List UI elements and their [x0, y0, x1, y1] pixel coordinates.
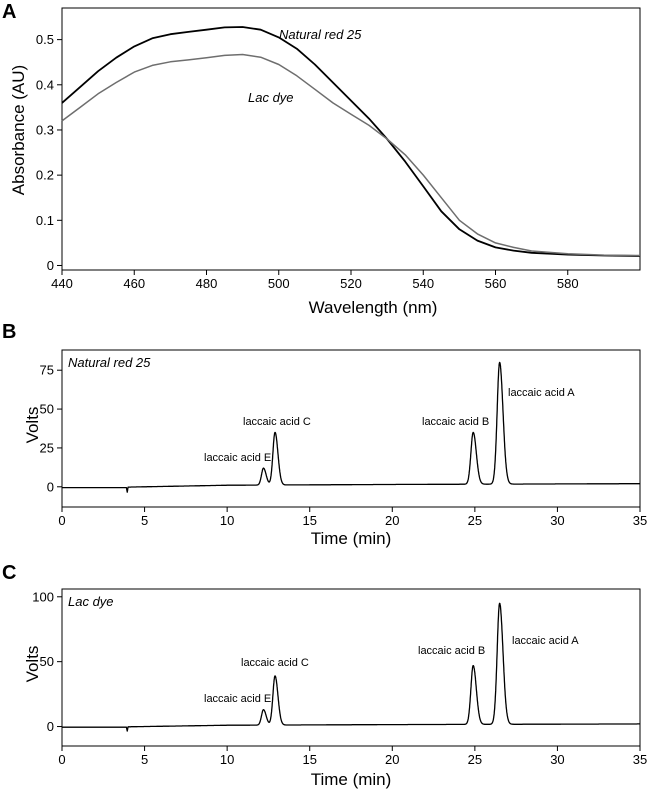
- y-tick-label: 0: [47, 479, 54, 494]
- x-axis-label-c: Time (min): [311, 770, 392, 789]
- x-tick-label: 25: [468, 513, 482, 528]
- chart-title-c: Lac dye: [68, 594, 114, 609]
- y-axis-label-c: Volts: [23, 646, 42, 683]
- peak-label-c-laccaic-acid-c: laccaic acid C: [241, 657, 309, 669]
- x-tick-label: 20: [385, 752, 399, 767]
- panel-b: B Natural red 25 0 5 10 15 20 25 30 35 0255075 …: [2, 321, 647, 548]
- x-ticks-b: 0 5 10 15 20 25 30 35: [58, 507, 647, 528]
- x-axis-label-b: Time (min): [311, 529, 392, 548]
- series-line-lac-dye: [61, 53, 641, 257]
- y-tick-label: 75: [40, 363, 54, 378]
- x-tick-label: 30: [550, 513, 564, 528]
- x-tick-label: 0: [58, 513, 65, 528]
- y-ticks-c: 0 50 100: [32, 589, 62, 734]
- y-tick-label: 0.5: [36, 32, 54, 47]
- peak-label-c-laccaic-acid-b: laccaic acid B: [418, 645, 485, 657]
- x-tick-label: 35: [633, 752, 647, 767]
- y-tick-label: 50: [40, 402, 54, 417]
- x-tick-label: 25: [468, 752, 482, 767]
- x-ticks-a: 440 460 480 500 520 540 560 580: [51, 270, 579, 291]
- x-tick-label: 520: [340, 276, 362, 291]
- y-tick-label: 0.2: [36, 168, 54, 183]
- x-tick-label: 15: [302, 513, 316, 528]
- x-tick-label: 580: [557, 276, 579, 291]
- plot-frame-c: [61, 588, 641, 747]
- y-axis-label-b: Volts: [23, 407, 42, 444]
- x-ticks-c: 0 5 10 15 20 25 30 35: [58, 746, 647, 767]
- x-tick-label: 480: [196, 276, 218, 291]
- annotation-lac-dye: Lac dye: [248, 90, 294, 105]
- x-axis-label-a: Wavelength (nm): [309, 298, 438, 317]
- chart-title-b: Natural red 25: [68, 355, 151, 370]
- x-tick-label: 540: [412, 276, 434, 291]
- x-tick-label: 460: [123, 276, 145, 291]
- panel-c: C Lac dye 0 5 10 15 20 25 30 35 0 50 100 laccaic …: [2, 562, 647, 789]
- peak-label-b-laccaic-acid-b: laccaic acid B: [422, 416, 489, 428]
- plot-frame-b: [61, 349, 641, 508]
- x-tick-label: 0: [58, 752, 65, 767]
- x-tick-label: 440: [51, 276, 73, 291]
- y-tick-label: 0.4: [36, 77, 54, 92]
- y-tick-label: 0.1: [36, 213, 54, 228]
- x-tick-label: 5: [141, 513, 148, 528]
- peak-label-c-laccaic-acid-e: laccaic acid E: [204, 693, 271, 705]
- peak-label-b-laccaic-acid-c: laccaic acid C: [243, 416, 311, 428]
- series-line-natural-red-25: [61, 26, 641, 257]
- chromatogram-b: [61, 361, 641, 493]
- panel-letter-c: C: [2, 562, 16, 584]
- y-ticks-b: 0 25 50 75: [40, 363, 62, 494]
- chromatogram-c: [61, 602, 641, 732]
- peak-label-b-laccaic-acid-a: laccaic acid A: [508, 387, 575, 399]
- series-lines-a: [61, 26, 641, 257]
- y-ticks-a: 0 0.1 0.2 0.3 0.4 0.5: [36, 32, 62, 273]
- y-tick-label: 0: [47, 719, 54, 734]
- x-tick-label: 30: [550, 752, 564, 767]
- chromatogram-trace: [61, 602, 641, 732]
- x-tick-label: 20: [385, 513, 399, 528]
- y-tick-label: 100: [32, 589, 54, 604]
- x-tick-label: 10: [220, 513, 234, 528]
- plot-frame-a: [61, 7, 641, 271]
- panel-letter-b: B: [2, 321, 16, 343]
- x-tick-label: 500: [268, 276, 290, 291]
- y-tick-label: 0: [47, 258, 54, 273]
- y-tick-label: 0.3: [36, 122, 54, 137]
- x-tick-label: 15: [302, 752, 316, 767]
- peak-label-c-laccaic-acid-a: laccaic acid A: [512, 635, 579, 647]
- x-tick-label: 5: [141, 752, 148, 767]
- y-tick-label: 25: [40, 440, 54, 455]
- x-tick-label: 560: [485, 276, 507, 291]
- chromatogram-trace: [61, 361, 641, 493]
- panel-letter-a: A: [2, 1, 16, 23]
- y-tick-label: 50: [40, 654, 54, 669]
- peak-label-b-laccaic-acid-e: laccaic acid E: [204, 452, 271, 464]
- x-tick-label: 35: [633, 513, 647, 528]
- y-axis-label-a: Absorbance (AU): [9, 65, 28, 195]
- annotation-natural-red-25: Natural red 25: [279, 27, 362, 42]
- panel-a: A 440 460 480 500 520 540 560 580 0 0.1 0.2 0.3 0.4…: [2, 1, 641, 317]
- x-tick-label: 10: [220, 752, 234, 767]
